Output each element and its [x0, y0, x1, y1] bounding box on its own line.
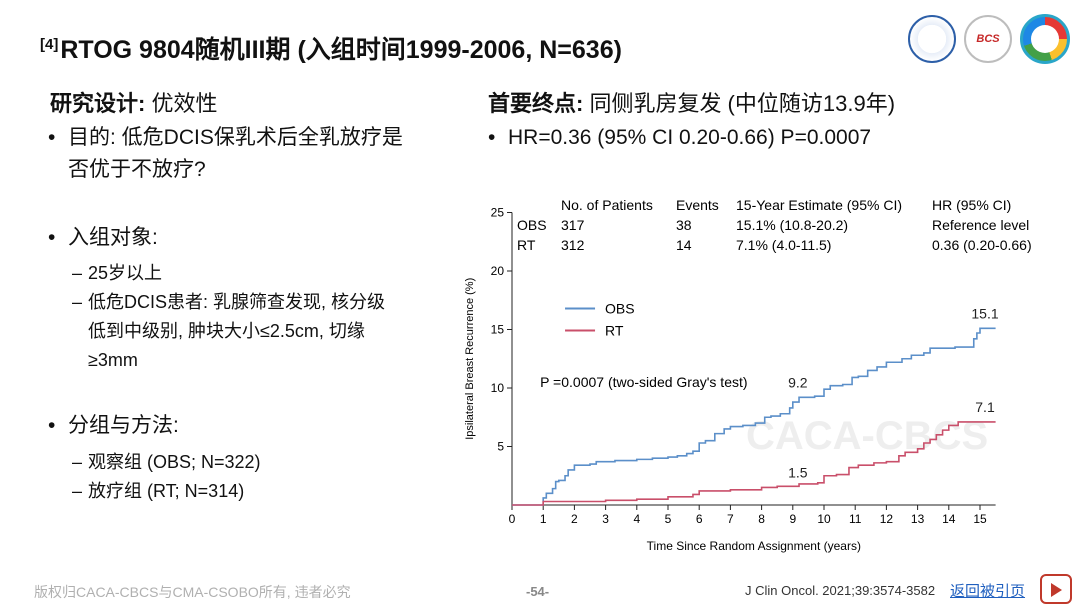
x-tick-label: 4 — [633, 512, 640, 526]
y-tick-label: 15 — [491, 323, 505, 337]
groups-heading: 分组与方法: — [68, 414, 179, 437]
society-logo — [1020, 14, 1070, 64]
legend-label-obs: OBS — [605, 300, 635, 316]
x-tick-label: 11 — [849, 512, 862, 526]
group-item-rt: – 放疗组 (RT; N=314) — [72, 477, 245, 506]
population-list: – 25岁以上 — [72, 259, 163, 288]
slide-title: [4]RTOG 9804随机III期 (入组时间1999-2006, N=636… — [40, 30, 622, 66]
population-item-line-3: ≥3mm — [88, 350, 138, 370]
table-hr: Reference level — [932, 217, 1029, 233]
table-group-label: RT — [517, 237, 536, 253]
y-tick-label: 10 — [491, 381, 505, 395]
x-tick-label: 0 — [509, 512, 516, 526]
data-label-obs: 9.2 — [788, 374, 808, 390]
data-label-obs: 15.1 — [971, 305, 998, 321]
x-tick-label: 7 — [727, 512, 734, 526]
table-patients: 312 — [561, 237, 585, 253]
primary-endpoint-label: 首要终点: — [488, 91, 584, 116]
study-design-label: 研究设计: — [50, 91, 146, 116]
title-text: RTOG 9804随机III期 (入组时间1999-2006, N=636) — [60, 36, 622, 64]
primary-endpoint-heading: 首要终点: 同侧乳房复发 (中位随访13.9年) — [488, 86, 895, 118]
population-heading: 入组对象: — [68, 226, 158, 249]
bcs-logo: BCS — [964, 15, 1012, 63]
group-obs-text: 观察组 (OBS; N=322) — [88, 452, 261, 472]
table-group-label: OBS — [517, 217, 547, 233]
bullet-dot: • — [48, 126, 56, 149]
table-header: HR (95% CI) — [932, 197, 1011, 213]
population-criteria: – 低危DCIS患者: 乳腺筛查发现, 核分级 低到中级别, 肿块大小≤2.5c… — [72, 288, 386, 375]
primary-endpoint-value: 同侧乳房复发 (中位随访13.9年) — [583, 91, 896, 116]
y-tick-label: 5 — [497, 440, 504, 454]
x-tick-label: 6 — [696, 512, 703, 526]
table-events: 14 — [676, 237, 692, 253]
bullet-dot: • — [48, 226, 56, 249]
x-tick-label: 5 — [665, 512, 672, 526]
x-tick-label: 9 — [789, 512, 796, 526]
hr-bullet: • HR=0.36 (95% CI 0.20-0.66) P=0.0007 — [488, 122, 872, 154]
bullet-dot: • — [48, 414, 56, 437]
x-tick-label: 12 — [880, 512, 894, 526]
table-estimate: 15.1% (10.8-20.2) — [736, 217, 848, 233]
purpose-line-2: 否优于不放疗? — [68, 158, 206, 181]
population-item-age: 25岁以上 — [88, 263, 163, 283]
table-estimate: 7.1% (4.0-11.5) — [736, 237, 831, 253]
x-tick-label: 15 — [973, 512, 987, 526]
series-line-rt — [512, 421, 996, 506]
dash-marker: – — [72, 263, 83, 283]
next-arrow-button[interactable] — [1040, 574, 1072, 604]
purpose-bullet: • 目的: 低危DCIS保乳术后全乳放疗是 否优于不放疗? — [48, 122, 403, 186]
table-hr: 0.36 (0.20-0.66) — [932, 237, 1032, 253]
population-item-line-2: 低到中级别, 肿块大小≤2.5cm, 切缘 — [88, 321, 365, 341]
x-tick-label: 10 — [817, 512, 831, 526]
citation: J Clin Oncol. 2021;39:3574-3582 — [745, 583, 936, 598]
study-design-heading: 研究设计: 优效性 — [50, 86, 217, 118]
university-seal-logo — [908, 15, 956, 63]
reference-superscript: [4] — [40, 36, 59, 53]
dash-marker: – — [72, 292, 83, 312]
x-tick-label: 14 — [942, 512, 956, 526]
dash-marker: – — [72, 452, 83, 472]
x-tick-label: 1 — [540, 512, 547, 526]
table-header: No. of Patients — [561, 197, 653, 213]
legend-label-rt: RT — [605, 322, 624, 338]
page-number: -54- — [526, 584, 550, 599]
group-rt-text: 放疗组 (RT; N=314) — [88, 481, 245, 501]
purpose-line-1: 目的: 低危DCIS保乳术后全乳放疗是 — [68, 126, 403, 149]
table-header: 15-Year Estimate (95% CI) — [736, 197, 902, 213]
x-tick-label: 8 — [758, 512, 765, 526]
hr-result: HR=0.36 (95% CI 0.20-0.66) P=0.0007 — [508, 126, 872, 149]
watermark: CACA-CBCS — [746, 414, 988, 458]
table-events: 38 — [676, 217, 692, 233]
groups-bullet: • 分组与方法: — [48, 410, 179, 442]
dash-marker: – — [72, 481, 83, 501]
x-tick-label: 3 — [602, 512, 609, 526]
data-label-rt: 1.5 — [788, 464, 808, 480]
y-tick-label: 20 — [491, 264, 505, 278]
table-patients: 317 — [561, 217, 585, 233]
x-axis-title: Time Since Random Assignment (years) — [647, 539, 861, 553]
population-bullet: • 入组对象: — [48, 222, 158, 254]
copyright-notice: 版权归CACA-CBCS与CMA-CSOBO所有, 违者必究 — [34, 584, 351, 600]
bullet-dot: • — [488, 126, 496, 149]
y-tick-label: 25 — [491, 206, 505, 220]
table-header: Events — [676, 197, 719, 213]
group-item-obs: – 观察组 (OBS; N=322) — [72, 448, 261, 477]
y-axis-title: Ipsilateral Breast Recurrence (%) — [464, 278, 476, 440]
logo-group: BCS — [908, 14, 1070, 64]
x-tick-label: 13 — [911, 512, 925, 526]
data-label-rt: 7.1 — [975, 399, 995, 415]
series-line-obs — [512, 327, 996, 506]
p-value-annotation: P =0.0007 (two-sided Gray's test) — [540, 374, 747, 390]
population-item-line-1: 低危DCIS患者: 乳腺筛查发现, 核分级 — [88, 292, 386, 312]
study-design-value: 优效性 — [145, 91, 218, 116]
back-to-reference-link[interactable]: 返回被引页 — [950, 583, 1026, 600]
x-tick-label: 2 — [571, 512, 578, 526]
